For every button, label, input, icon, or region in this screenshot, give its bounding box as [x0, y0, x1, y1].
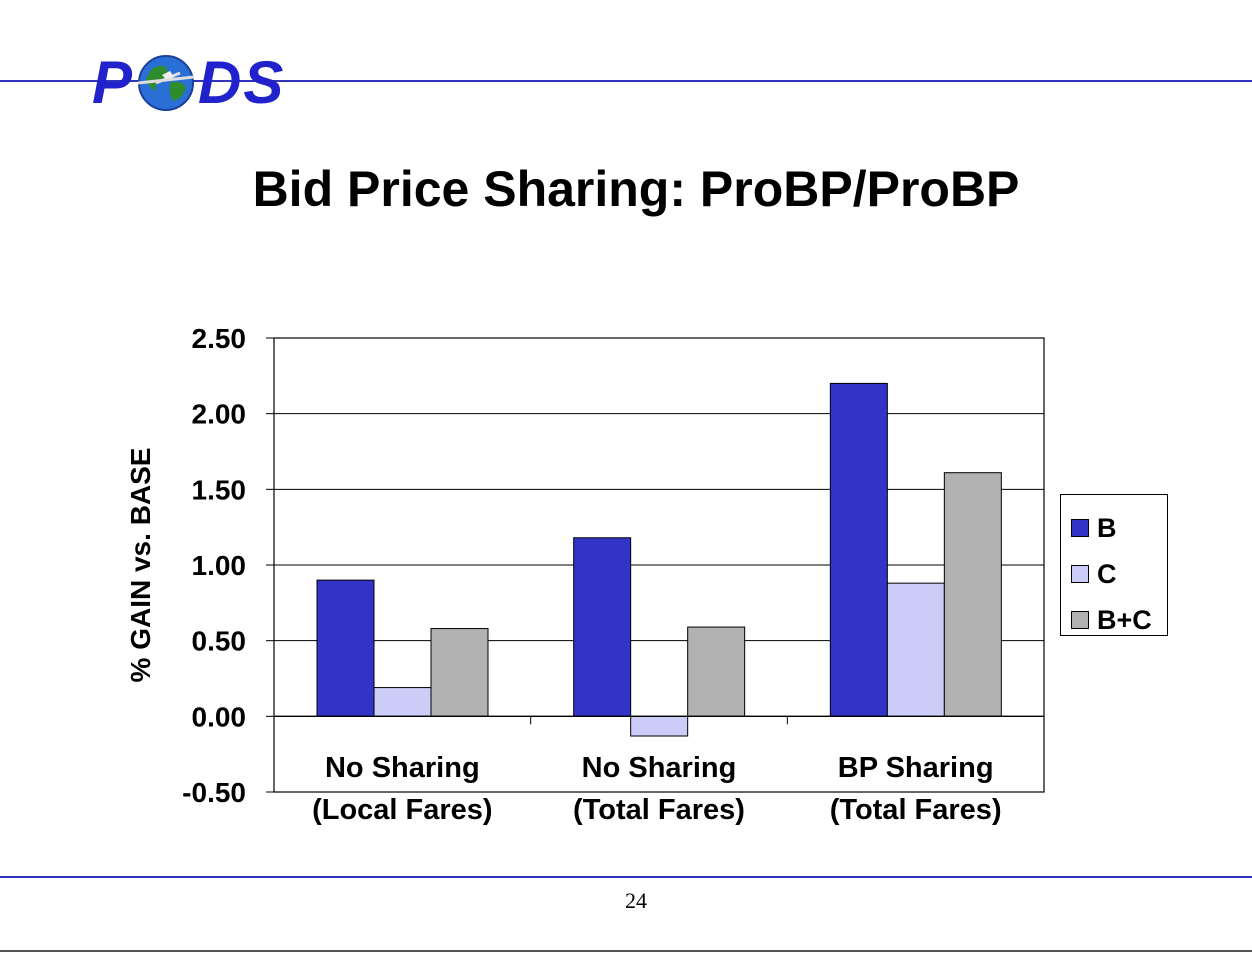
logo-letter-p: P [92, 49, 135, 116]
bottom-rule [0, 950, 1252, 952]
legend-label-c: C [1097, 558, 1117, 589]
x-category-label: (Local Fares) [312, 794, 493, 826]
legend-swatch-b [1071, 519, 1089, 537]
y-tick-label: 2.50 [192, 323, 247, 354]
bar-bplusc-3 [943, 472, 1002, 717]
y-tick-label: 1.00 [192, 550, 247, 581]
x-category-label: (Total Fares) [573, 794, 745, 826]
y-tick-label: 2.00 [192, 399, 247, 430]
y-axis-label: % GAIN vs. BASE [125, 448, 156, 683]
slide-title: Bid Price Sharing: ProBP/ProBP [252, 161, 1020, 217]
bar-b-3 [829, 382, 888, 717]
bar-c-3 [886, 582, 945, 717]
logo-letters-ds: DS [198, 49, 286, 116]
bar-c-2 [630, 715, 689, 737]
pods-logo: P DS [92, 50, 322, 116]
y-tick-label: 0.50 [192, 626, 247, 657]
legend-swatch-c [1071, 565, 1089, 583]
legend-item-bc: B+C [1071, 597, 1167, 643]
bar-bplusc-1 [430, 628, 489, 717]
bar-c-1 [373, 687, 432, 717]
y-tick-label: 0.00 [192, 701, 247, 732]
bar-bplusc-2 [687, 626, 746, 717]
chart-legend: B C B+C [1060, 494, 1168, 636]
x-category-label: (Total Fares) [830, 794, 1002, 826]
legend-item-b: B [1071, 505, 1167, 551]
header-rule [0, 80, 1252, 82]
legend-swatch-bc [1071, 611, 1089, 629]
page-number: 24 [625, 888, 647, 913]
bar-b-2 [573, 537, 632, 717]
y-tick-label: -0.50 [182, 777, 246, 808]
globe-icon [137, 55, 195, 111]
x-category-label: BP Sharing [838, 752, 994, 784]
legend-item-c: C [1071, 551, 1167, 597]
legend-label-b: B [1097, 512, 1117, 543]
legend-label-bc: B+C [1097, 604, 1152, 635]
y-tick-label: 1.50 [192, 474, 247, 505]
x-category-label: No Sharing [582, 752, 737, 784]
bar-b-1 [316, 579, 375, 717]
x-category-label: No Sharing [325, 752, 480, 784]
footer-rule [0, 876, 1252, 878]
